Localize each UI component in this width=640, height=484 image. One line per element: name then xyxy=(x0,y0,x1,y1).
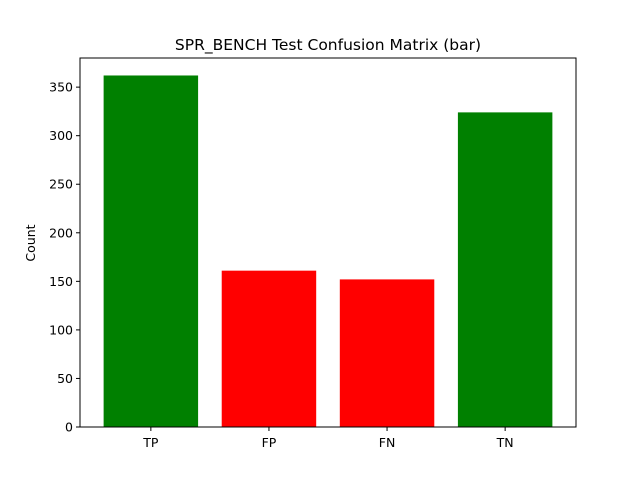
y-tick-label: 50 xyxy=(57,371,73,386)
x-tick-label-fp: FP xyxy=(262,435,277,450)
y-tick-label: 300 xyxy=(49,128,73,143)
x-tick-label-fn: FN xyxy=(379,435,396,450)
x-axis-ticks: TP FP FN TN xyxy=(142,427,514,450)
y-tick-label: 100 xyxy=(49,322,73,337)
bar-tp xyxy=(103,75,199,428)
y-tick-label: 200 xyxy=(49,225,73,240)
bars-group xyxy=(103,75,553,428)
y-tick-label: 250 xyxy=(49,177,73,192)
bar-fn xyxy=(339,279,435,427)
plot-area-frame xyxy=(79,57,577,428)
bar-fp xyxy=(221,270,317,427)
x-tick-label-tp: TP xyxy=(142,435,159,450)
chart-title: SPR_BENCH Test Confusion Matrix (bar) xyxy=(175,36,481,55)
y-tick-label: 350 xyxy=(49,80,73,95)
bar-tn xyxy=(457,112,553,428)
y-tick-label: 150 xyxy=(49,274,73,289)
y-tick-label: 0 xyxy=(65,420,73,435)
y-axis-label: Count xyxy=(23,224,38,261)
y-axis-ticks: 0 50 100 150 200 250 300 350 xyxy=(49,80,80,435)
x-tick-label-tn: TN xyxy=(496,435,514,450)
